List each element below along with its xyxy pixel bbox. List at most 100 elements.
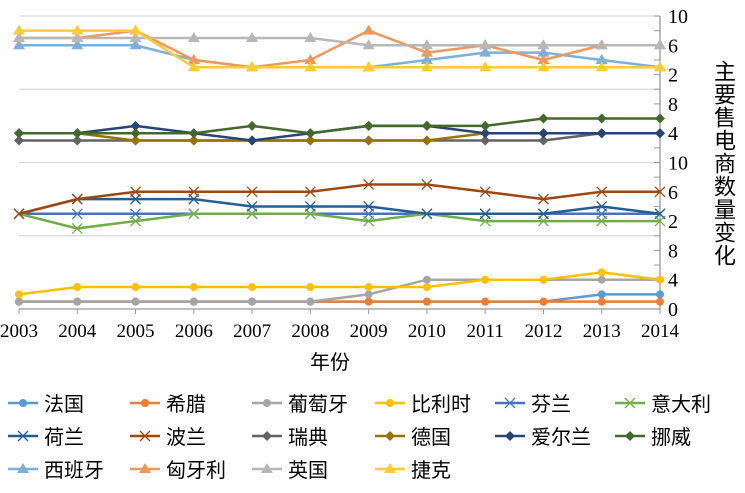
data-point: [363, 179, 375, 190]
data-point: [13, 208, 25, 220]
data-point: [596, 128, 607, 139]
legend-label: 葡萄牙: [288, 392, 348, 416]
legend-label: 比利时: [411, 392, 471, 416]
data-point: [481, 297, 490, 306]
data-point: [15, 290, 23, 299]
data-point: [71, 222, 83, 234]
data-point: [480, 135, 491, 146]
data-point: [306, 297, 315, 306]
legend-marker-icon: [375, 462, 405, 473]
x-axis-label: 年份: [310, 350, 350, 374]
data-point: [595, 61, 608, 72]
series-捷克: [13, 24, 666, 72]
data-point: [363, 200, 375, 212]
data-point: [479, 61, 492, 72]
data-point: [130, 215, 142, 227]
legend-marker-icon: [8, 398, 38, 407]
x-tick-label: 2010: [408, 321, 446, 342]
data-point: [304, 200, 316, 212]
data-point: [73, 283, 82, 292]
x-tick-label: 2003: [0, 321, 38, 342]
x-tick-label: 2006: [175, 321, 213, 342]
legend-label: 瑞典: [288, 425, 328, 449]
x-tick-label: 2007: [233, 321, 271, 342]
legend-marker: [139, 430, 151, 441]
legend-label: 希腊: [166, 392, 206, 416]
data-point: [363, 215, 375, 227]
data-point: [13, 24, 25, 35]
legend-marker: [505, 430, 515, 441]
data-point: [537, 208, 549, 220]
series-荷兰: [13, 193, 666, 220]
legend-item: 法国: [8, 388, 84, 417]
legend-marker-icon: [8, 462, 38, 473]
series-line: [18, 183, 660, 215]
data-point: [246, 61, 259, 72]
series-挪威: [14, 113, 665, 139]
data-point: [537, 193, 549, 205]
data-point: [363, 135, 374, 146]
legend-marker-icon: [130, 430, 160, 441]
data-point: [362, 39, 375, 50]
data-point: [71, 208, 83, 220]
data-point: [188, 135, 199, 146]
data-point: [248, 283, 257, 292]
legend-label: 意大利: [651, 392, 711, 416]
legend-item: 西班牙: [8, 454, 104, 483]
y-tick-label: 6: [668, 35, 678, 57]
legend-label: 挪威: [651, 425, 691, 449]
data-point: [597, 297, 606, 306]
y-tick-label: 8: [668, 94, 678, 116]
series-line: [18, 271, 661, 296]
y-tick-label: 8: [668, 240, 678, 262]
legend-item: 荷兰: [8, 421, 84, 450]
series-英国: [13, 31, 666, 50]
data-point: [188, 186, 200, 198]
data-point: [71, 193, 83, 205]
data-point: [13, 39, 25, 50]
data-point: [187, 31, 200, 42]
legend-marker: [624, 397, 636, 408]
data-point: [130, 120, 141, 131]
data-point: [480, 128, 491, 139]
legend-marker-icon: [375, 430, 405, 441]
data-point: [13, 31, 25, 42]
data-point: [364, 283, 373, 292]
series-line: [19, 36, 660, 47]
data-point: [656, 290, 664, 299]
data-point: [304, 53, 317, 64]
data-point: [595, 39, 608, 50]
data-point: [188, 208, 200, 220]
series-波兰: [13, 179, 666, 220]
data-point: [14, 128, 24, 139]
data-point: [131, 283, 140, 292]
y-tick-label: 0: [668, 299, 678, 321]
series-line: [18, 212, 660, 230]
legend-marker: [141, 398, 149, 407]
plot-area: 2003 2004 2005 2006 2007 2008 2009 2010 2011 2012…: [0, 6, 688, 342]
data-point: [305, 135, 316, 146]
data-point: [73, 297, 82, 306]
y-tick-label: 2: [668, 211, 678, 233]
legend-marker: [386, 398, 394, 407]
legend-marker: [261, 462, 273, 473]
y-axis-label: 主要售电商数量变化: [710, 59, 735, 267]
data-point: [14, 135, 24, 146]
data-point: [131, 297, 140, 306]
data-point: [537, 46, 550, 57]
legend-item: 捷克: [375, 454, 451, 483]
data-point: [129, 24, 142, 35]
data-point: [129, 39, 142, 50]
data-point: [15, 297, 23, 306]
legend-marker: [19, 398, 27, 407]
legend-label: 波兰: [166, 425, 206, 449]
legend-item: 瑞典: [252, 421, 328, 450]
legend-item: 比利时: [375, 388, 471, 417]
data-point: [596, 215, 608, 227]
data-point: [72, 135, 83, 146]
data-point: [130, 186, 142, 198]
y-tick-label: 4: [668, 123, 678, 145]
data-point: [306, 283, 315, 292]
legend-item: 波兰: [130, 421, 206, 450]
legend-marker-icon: [495, 397, 525, 408]
